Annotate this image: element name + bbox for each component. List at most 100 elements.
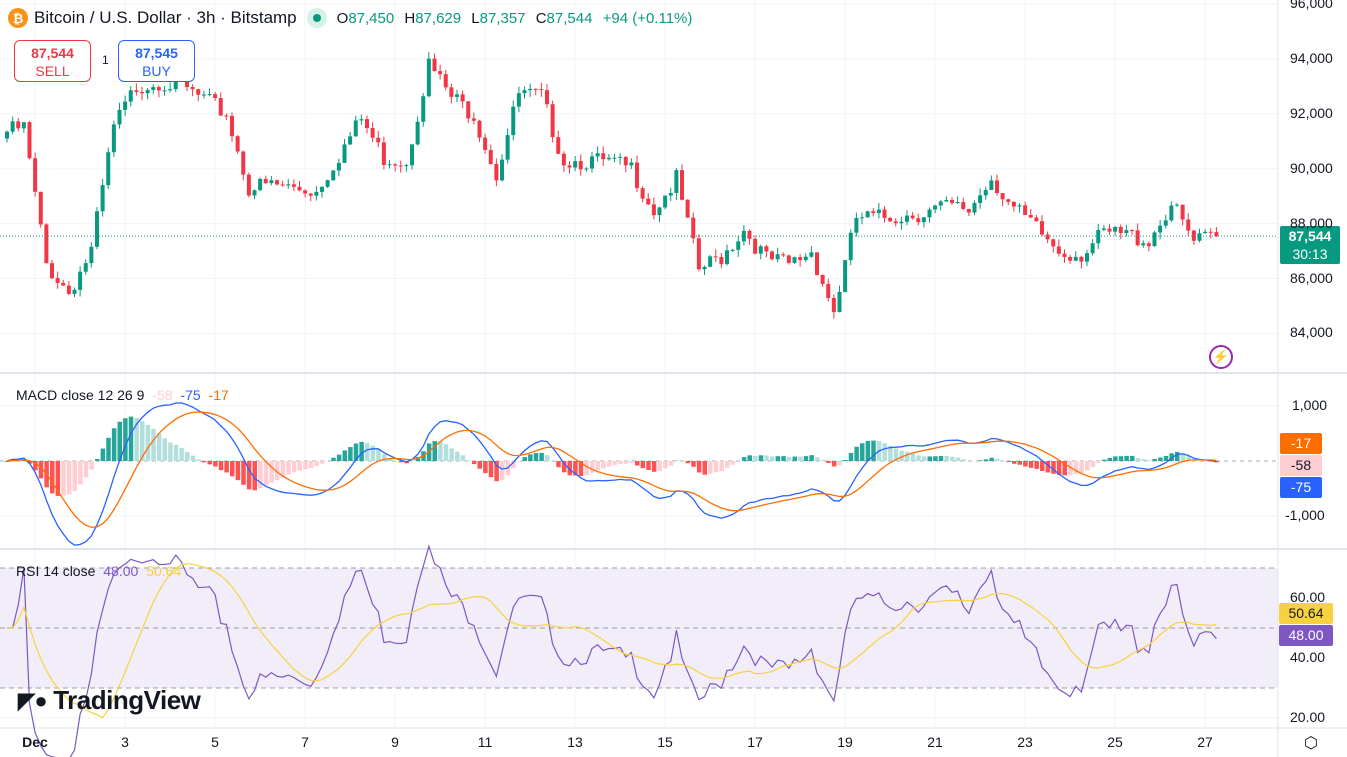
macd-histogram-bar (241, 461, 246, 485)
macd-histogram-bar (376, 448, 381, 461)
candle-body (1000, 193, 1005, 200)
candle-body (370, 128, 375, 138)
candle-body (16, 121, 21, 129)
high-value: 87,629 (415, 9, 462, 27)
macd-histogram-bar (1130, 455, 1135, 461)
macd-histogram-bar (308, 461, 314, 468)
macd-histogram-bar (50, 461, 55, 494)
macd-histogram-bar (1175, 451, 1180, 461)
candle-body (1191, 230, 1196, 241)
macd-histogram-bar (280, 461, 286, 478)
candle-body (758, 246, 763, 254)
candle-body (348, 136, 353, 145)
candle-body (539, 89, 544, 91)
candle-body (151, 87, 156, 91)
macd-histogram-bar (663, 461, 668, 469)
buy-button[interactable]: 87,545 BUY (118, 40, 195, 82)
candle-body (511, 106, 516, 136)
macd-histogram-bar (1090, 461, 1096, 468)
rsi-legend[interactable]: RSI 14 close 48.00 50.64 (16, 563, 182, 579)
candle-body (910, 215, 915, 219)
candle-body (1040, 221, 1044, 235)
candle-body (578, 161, 583, 170)
macd-histogram-bar (1135, 457, 1141, 461)
macd-histogram-bar (387, 457, 392, 461)
open-value: 87,450 (348, 9, 395, 27)
candle-body (1214, 232, 1219, 237)
candle-body (691, 217, 696, 239)
tradingview-logo[interactable]: ◤● TradingView (18, 685, 201, 715)
macd-histogram-bar (770, 456, 775, 461)
macd-histogram-bar (685, 461, 691, 464)
macd-histogram-bar (1146, 460, 1152, 461)
macd-histogram-bar (781, 456, 786, 461)
macd-histogram-bar (809, 455, 814, 461)
candle-body (798, 257, 803, 261)
candle-body (893, 221, 898, 224)
candle-body (747, 230, 752, 239)
ohlc-values: O87,450 H87,629 L87,357 C87,544 +94 (+0.… (336, 9, 693, 27)
macd-histogram-bar (1163, 455, 1169, 461)
macd-legend[interactable]: MACD close 12 26 9 -58 -75 -17 (16, 387, 229, 403)
candle-body (162, 90, 167, 92)
macd-histogram-bar (1107, 457, 1112, 461)
candle-body (438, 71, 443, 75)
macd-histogram-bar (578, 461, 584, 477)
macd-histogram-bar (72, 461, 77, 492)
lightning-icon[interactable]: ⚡ (1209, 345, 1233, 369)
macd-histogram-bar (893, 448, 899, 461)
quantity[interactable]: 1 (102, 53, 109, 67)
candle-body (449, 87, 454, 97)
macd-histogram-bar (747, 455, 752, 461)
settings-icon[interactable]: ⬡ (1304, 735, 1318, 752)
symbol-title[interactable]: Bitcoin / U.S. Dollar · 3h · Bitstamp (34, 8, 297, 27)
macd-histogram-bar (494, 461, 499, 482)
candle-body (111, 124, 116, 153)
macd-histogram-bar (466, 460, 471, 461)
candle-body (1090, 243, 1095, 254)
macd-histogram-bar (235, 461, 241, 481)
macd-histogram-bar (162, 438, 167, 461)
macd-histogram-bar (471, 461, 477, 465)
rsi-value: 48.00 (103, 563, 139, 579)
date-tick-label: 23 (1017, 734, 1033, 750)
macd-histogram-bar (275, 461, 280, 481)
macd-histogram-bar (1096, 461, 1101, 463)
candle-body (336, 162, 341, 171)
candle-body (89, 246, 94, 264)
macd-histogram-bar (123, 418, 128, 461)
candle-body (50, 263, 54, 279)
candle-body (786, 255, 791, 263)
macd-histogram-bar (989, 457, 994, 461)
macd-histogram-bar (629, 461, 634, 464)
candle-body (1107, 228, 1112, 232)
candle-body (410, 144, 414, 166)
candle-body (1017, 205, 1022, 207)
macd-histogram-bar (702, 461, 707, 475)
macd-histogram-bar (584, 461, 589, 476)
candle-body (78, 271, 83, 290)
candle-body (393, 164, 398, 166)
candle-body (258, 178, 263, 191)
candle-body (770, 251, 774, 260)
macd-histogram-bar (916, 455, 921, 461)
candle-body (1135, 230, 1140, 246)
sell-button[interactable]: 87,544 SELL (14, 40, 91, 82)
candle-body (646, 198, 651, 205)
hist-tag: -58 (1280, 455, 1322, 476)
macd-tick-label: 1,000 (1292, 397, 1328, 413)
macd-histogram-bar (89, 461, 94, 470)
candle-body (1073, 256, 1078, 261)
macd-histogram-bar (938, 455, 944, 461)
macd-histogram-bar (218, 461, 224, 471)
candle-body (696, 238, 701, 270)
candle-body (1051, 239, 1056, 247)
macd-histogram-bar (477, 461, 482, 469)
candle-body (213, 94, 218, 99)
macd-histogram-bar (826, 461, 831, 464)
candle-body (680, 170, 684, 200)
macd-histogram-bar (1158, 457, 1163, 461)
date-tick-label: 9 (391, 734, 399, 750)
macd-histogram-bar (1169, 453, 1174, 461)
